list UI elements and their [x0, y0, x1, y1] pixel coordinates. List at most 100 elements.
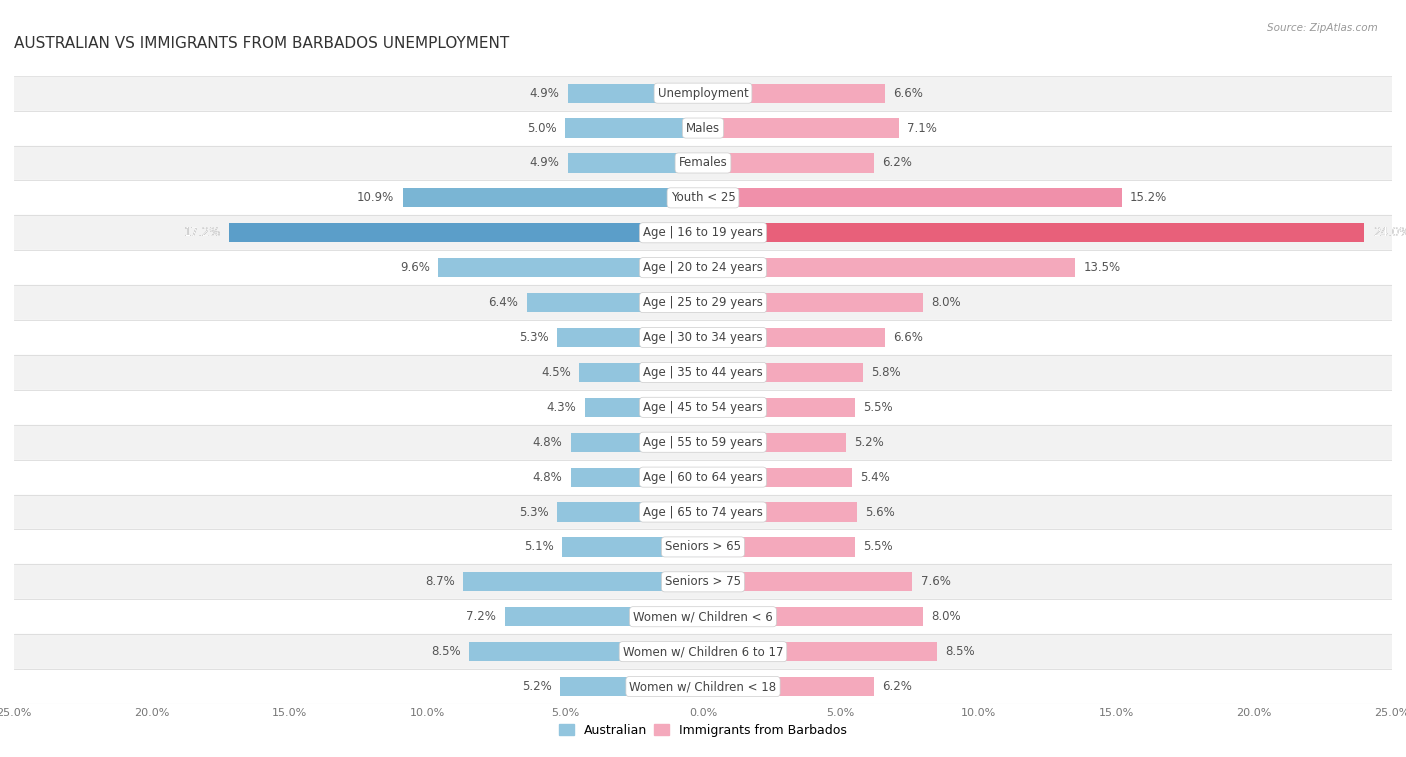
Bar [568, 154, 703, 173]
Bar [14, 529, 1392, 565]
Bar [585, 397, 703, 417]
Bar [14, 285, 1392, 320]
Bar [557, 503, 703, 522]
Text: Seniors > 75: Seniors > 75 [665, 575, 741, 588]
Text: 7.2%: 7.2% [467, 610, 496, 623]
Text: 5.5%: 5.5% [863, 400, 893, 414]
Bar [14, 355, 1392, 390]
Text: Source: ZipAtlas.com: Source: ZipAtlas.com [1267, 23, 1378, 33]
Text: 8.5%: 8.5% [945, 645, 976, 658]
Text: 5.8%: 5.8% [872, 366, 901, 379]
Text: 4.9%: 4.9% [530, 86, 560, 100]
Text: 15.2%: 15.2% [1130, 192, 1167, 204]
Bar [571, 432, 703, 452]
Bar [560, 677, 703, 696]
Text: 6.6%: 6.6% [893, 331, 922, 344]
Text: 5.2%: 5.2% [522, 680, 551, 693]
Text: Age | 20 to 24 years: Age | 20 to 24 years [643, 261, 763, 274]
Bar [557, 328, 703, 347]
Text: Women w/ Children 6 to 17: Women w/ Children 6 to 17 [623, 645, 783, 658]
Bar [703, 223, 1364, 242]
Bar [14, 180, 1392, 215]
Text: 7.6%: 7.6% [921, 575, 950, 588]
Text: 6.2%: 6.2% [882, 680, 912, 693]
Bar [703, 188, 1122, 207]
Text: Age | 16 to 19 years: Age | 16 to 19 years [643, 226, 763, 239]
Bar [14, 320, 1392, 355]
Text: Females: Females [679, 157, 727, 170]
Bar [571, 468, 703, 487]
Text: Youth < 25: Youth < 25 [671, 192, 735, 204]
Bar [703, 572, 912, 591]
Text: Age | 35 to 44 years: Age | 35 to 44 years [643, 366, 763, 379]
Bar [14, 669, 1392, 704]
Bar [703, 642, 938, 662]
Text: 8.5%: 8.5% [430, 645, 461, 658]
Text: Age | 25 to 29 years: Age | 25 to 29 years [643, 296, 763, 309]
Bar [703, 293, 924, 312]
Bar [703, 83, 884, 103]
Bar [14, 215, 1392, 251]
Bar [14, 459, 1392, 494]
Bar [229, 223, 703, 242]
Text: Age | 60 to 64 years: Age | 60 to 64 years [643, 471, 763, 484]
Bar [402, 188, 703, 207]
Text: 17.2%: 17.2% [183, 226, 221, 239]
Bar [14, 565, 1392, 600]
Bar [703, 503, 858, 522]
Text: 17.2%: 17.2% [183, 226, 221, 239]
Bar [468, 642, 703, 662]
Bar [703, 537, 855, 556]
Bar [568, 83, 703, 103]
Text: 24.0%: 24.0% [1372, 226, 1406, 239]
Bar [703, 397, 855, 417]
Text: Age | 55 to 59 years: Age | 55 to 59 years [643, 436, 763, 449]
Text: 4.8%: 4.8% [533, 436, 562, 449]
Text: 5.5%: 5.5% [863, 540, 893, 553]
Bar [14, 425, 1392, 459]
Text: 8.0%: 8.0% [932, 610, 962, 623]
Text: 24.0%: 24.0% [1372, 226, 1406, 239]
Text: 4.8%: 4.8% [533, 471, 562, 484]
Bar [14, 600, 1392, 634]
Bar [14, 494, 1392, 529]
Bar [14, 145, 1392, 180]
Text: Age | 65 to 74 years: Age | 65 to 74 years [643, 506, 763, 519]
Text: AUSTRALIAN VS IMMIGRANTS FROM BARBADOS UNEMPLOYMENT: AUSTRALIAN VS IMMIGRANTS FROM BARBADOS U… [14, 36, 509, 51]
Text: 5.0%: 5.0% [527, 122, 557, 135]
Text: 5.6%: 5.6% [866, 506, 896, 519]
Text: 5.3%: 5.3% [519, 331, 548, 344]
Bar [463, 572, 703, 591]
Bar [579, 363, 703, 382]
Text: Age | 30 to 34 years: Age | 30 to 34 years [643, 331, 763, 344]
Text: Age | 45 to 54 years: Age | 45 to 54 years [643, 400, 763, 414]
Bar [14, 251, 1392, 285]
Text: 5.2%: 5.2% [855, 436, 884, 449]
Text: Males: Males [686, 122, 720, 135]
Text: 5.3%: 5.3% [519, 506, 548, 519]
Text: 6.4%: 6.4% [488, 296, 519, 309]
Text: 10.9%: 10.9% [357, 192, 394, 204]
Bar [14, 111, 1392, 145]
Text: 5.4%: 5.4% [860, 471, 890, 484]
Bar [703, 432, 846, 452]
Bar [439, 258, 703, 277]
Bar [703, 607, 924, 626]
Bar [565, 118, 703, 138]
Text: 4.5%: 4.5% [541, 366, 571, 379]
Bar [703, 363, 863, 382]
Text: 6.6%: 6.6% [893, 86, 922, 100]
Bar [505, 607, 703, 626]
Bar [527, 293, 703, 312]
Bar [14, 76, 1392, 111]
Bar [703, 328, 884, 347]
Text: 7.1%: 7.1% [907, 122, 936, 135]
Text: Unemployment: Unemployment [658, 86, 748, 100]
Text: 4.9%: 4.9% [530, 157, 560, 170]
Text: Women w/ Children < 18: Women w/ Children < 18 [630, 680, 776, 693]
Text: 6.2%: 6.2% [882, 157, 912, 170]
Legend: Australian, Immigrants from Barbados: Australian, Immigrants from Barbados [554, 718, 852, 742]
Text: 9.6%: 9.6% [401, 261, 430, 274]
Text: 13.5%: 13.5% [1083, 261, 1121, 274]
Bar [703, 118, 898, 138]
